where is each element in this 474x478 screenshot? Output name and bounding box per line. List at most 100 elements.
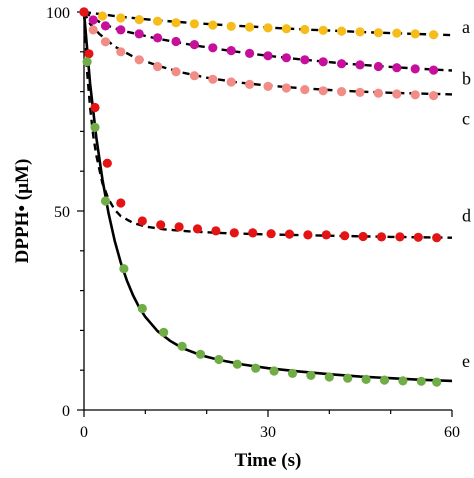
data-point-d (79, 7, 89, 17)
data-point-b (116, 25, 126, 35)
x-tick-label: 0 (80, 424, 88, 441)
data-point-d (90, 102, 100, 113)
data-point-e (137, 303, 147, 314)
data-point-c (373, 88, 383, 98)
data-point-d (376, 232, 387, 242)
data-point-a (337, 26, 347, 36)
data-point-e (195, 349, 206, 359)
data-point-e (119, 264, 129, 274)
data-point-a (208, 20, 218, 30)
data-point-d (340, 231, 350, 241)
data-point-c (318, 86, 328, 96)
data-point-e (398, 376, 408, 386)
data-point-c (134, 55, 144, 65)
data-point-d (303, 230, 313, 240)
data-point-d (432, 233, 442, 243)
data-point-d (395, 232, 405, 242)
data-point-e (361, 374, 371, 384)
data-point-a (300, 24, 310, 35)
data-point-a (355, 27, 365, 37)
data-point-b (429, 65, 439, 75)
data-point-c (300, 85, 310, 95)
data-point-b (392, 63, 402, 73)
x-axis-title: Time (s) (235, 450, 302, 471)
data-point-a (116, 13, 126, 23)
data-point-c (281, 83, 291, 93)
data-point-b (281, 53, 291, 63)
data-point-c (100, 37, 111, 47)
data-point-b (88, 15, 98, 25)
data-point-b (355, 60, 365, 70)
data-point-c (355, 87, 365, 97)
data-point-c (116, 47, 126, 57)
data-point-c (392, 89, 402, 99)
data-point-d (284, 229, 295, 239)
data-point-e (269, 366, 279, 376)
data-point-d (102, 158, 112, 168)
data-point-e (306, 370, 316, 380)
data-point-c (263, 81, 273, 91)
data-point-a (373, 28, 383, 38)
data-point-b (226, 46, 236, 56)
data-point-d (137, 216, 147, 226)
data-point-b (208, 43, 218, 53)
data-point-b (300, 55, 310, 65)
data-point-e (232, 359, 242, 369)
data-point-d (358, 231, 368, 242)
series-labels: a bc d e (462, 17, 471, 371)
y-tick-label: 50 (54, 204, 70, 221)
data-point-a (171, 18, 181, 28)
data-point-c (208, 74, 218, 84)
data-point-e (343, 373, 353, 383)
series-label-a: a (462, 17, 470, 37)
data-point-d (266, 229, 276, 239)
data-point-b (171, 36, 181, 47)
data-point-a (153, 16, 163, 26)
data-point-c (171, 67, 181, 77)
x-tick-label: 30 (260, 424, 276, 441)
y-tick-label: 100 (46, 5, 70, 22)
data-point-a (245, 22, 255, 32)
data-point-e (90, 122, 100, 132)
data-point-b (263, 51, 273, 61)
data-point-b (134, 29, 144, 39)
data-point-a (226, 21, 236, 31)
data-point-b (337, 59, 347, 69)
data-point-b (373, 61, 383, 72)
data-point-a (392, 28, 402, 38)
data-points (79, 7, 442, 387)
series-label-e: e (462, 351, 470, 371)
data-point-d (116, 198, 126, 208)
series-label-d: d (462, 206, 471, 226)
data-point-d (84, 49, 94, 59)
data-point-d (211, 226, 221, 236)
data-point-c (429, 91, 439, 101)
data-point-a (318, 25, 328, 35)
data-point-e (100, 196, 111, 206)
data-point-e (159, 327, 169, 337)
data-point-e (287, 368, 298, 378)
series-label-b: b (462, 69, 471, 89)
y-tick-label: 0 (62, 403, 70, 420)
data-point-e (379, 375, 390, 385)
y-axis-title: DPPH• (µM) (12, 159, 33, 264)
data-point-d (174, 222, 184, 232)
data-point-c (337, 87, 347, 97)
data-point-e (324, 372, 334, 382)
data-point-a (281, 24, 291, 34)
data-point-e (177, 341, 187, 351)
fit-curve-d (82, 11, 453, 239)
data-point-e (432, 377, 442, 387)
data-point-c (153, 61, 163, 72)
x-tick-label: 60 (444, 424, 460, 441)
data-point-b (153, 33, 163, 43)
data-point-a (429, 30, 439, 40)
data-point-a (134, 15, 144, 25)
data-point-a (410, 29, 420, 39)
data-point-d (321, 230, 331, 240)
data-point-e (251, 363, 261, 373)
data-point-a (97, 11, 107, 21)
series-label-c: c (462, 108, 470, 128)
